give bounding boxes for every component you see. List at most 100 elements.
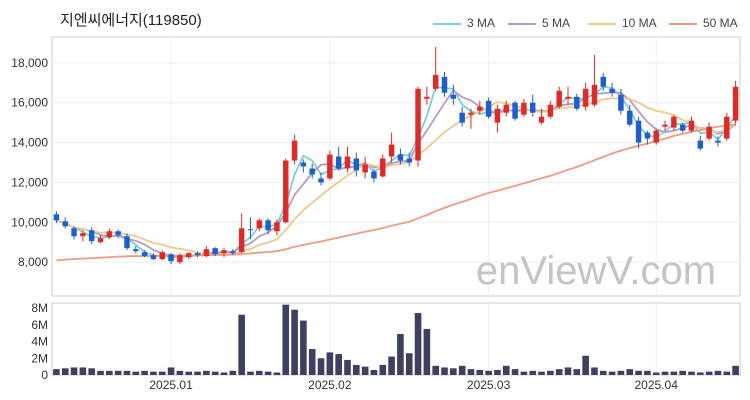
volume-bar (494, 369, 501, 375)
candle-body (556, 90, 562, 107)
candle-body (574, 96, 580, 109)
candle-body (71, 228, 77, 237)
candle-body (62, 221, 68, 227)
candle-body (415, 88, 421, 161)
volume-bar (405, 353, 413, 375)
candle-body (53, 214, 60, 221)
candle-body (450, 94, 457, 99)
candle-body (662, 124, 668, 127)
volume-bar (123, 370, 131, 375)
volume-bar (61, 368, 69, 375)
volume-bar (203, 370, 210, 375)
candle-body (291, 140, 298, 161)
volume-tick-label: 8M (31, 301, 48, 315)
volume-bar (458, 365, 466, 375)
volume-bar (450, 368, 457, 375)
volume-bar (644, 370, 651, 375)
candle-body (353, 158, 360, 171)
candle-body (203, 249, 210, 257)
volume-bar (167, 367, 175, 375)
legend-swatch (433, 22, 461, 25)
volume-bar (714, 370, 722, 375)
volume-bar (273, 372, 281, 375)
chart-title: 지엔씨에너지(119850) (60, 12, 202, 29)
legend-item: 10 MA (588, 16, 657, 30)
volume-bar (141, 370, 148, 375)
y-tick-label: 14,000 (11, 136, 48, 150)
candle-body (80, 233, 86, 237)
candle-body (591, 84, 598, 105)
volume-bar (282, 304, 290, 375)
legend-item: 5 MA (508, 16, 570, 30)
candle-body (653, 130, 659, 143)
ma10-line (56, 97, 737, 256)
candle-body (679, 124, 686, 131)
candle-body (115, 231, 121, 236)
candle-body (644, 132, 651, 139)
volume-bar (626, 369, 634, 375)
candle-body (477, 106, 483, 111)
volume-tick-label: 4M (31, 335, 48, 349)
volume-bar (520, 371, 528, 375)
volume-bar (353, 364, 360, 375)
volume-bar (397, 333, 404, 375)
volume-bar (70, 367, 78, 375)
candle-body (406, 158, 412, 163)
candle-body (609, 88, 615, 93)
volume-bar (255, 370, 263, 375)
volume-bar (317, 358, 325, 375)
candle-body (388, 144, 395, 157)
candle-body (247, 229, 254, 231)
candle-body (168, 254, 174, 262)
candle-body (521, 102, 527, 115)
volume-bar (185, 371, 193, 375)
volume-panel-frame (51, 302, 741, 376)
candle-body (459, 112, 465, 123)
legend-label: 10 MA (622, 16, 657, 30)
x-tick-label: 2025.04 (635, 378, 679, 392)
candle-body (565, 96, 571, 99)
volume-bar (88, 368, 95, 375)
candle-body (380, 158, 386, 177)
volume-tick-label: 0 (41, 368, 48, 382)
volume-bar (335, 354, 342, 375)
candle-body (300, 162, 307, 167)
volume-bar (467, 369, 475, 375)
volume-bar (106, 370, 113, 375)
legend-label: 3 MA (467, 16, 496, 30)
candle-body (371, 171, 377, 179)
volume-bar (150, 371, 157, 375)
volume-bar (476, 369, 484, 375)
candle-body (671, 116, 677, 128)
volume-tick-label: 2M (31, 351, 48, 365)
y-tick-label: 10,000 (11, 215, 48, 229)
legend-label: 5 MA (542, 16, 571, 30)
candle-body (529, 102, 536, 113)
candle-body (547, 104, 554, 117)
candle-body (706, 126, 712, 139)
volume-bar (617, 370, 625, 375)
candle-body (221, 250, 227, 254)
volume-bar (79, 367, 87, 375)
candle-body (600, 76, 607, 87)
candle-body (141, 252, 148, 257)
legend-swatch (669, 22, 697, 25)
candle-body (503, 104, 509, 113)
volume-bar (176, 370, 184, 375)
candle-body (538, 116, 545, 123)
volume-bar (723, 371, 731, 375)
candle-body (318, 178, 324, 183)
volume-bar (229, 370, 237, 375)
x-tick-label: 2025.03 (467, 378, 511, 392)
volume-bar (573, 369, 581, 375)
candle-body (724, 116, 730, 139)
candle-body (485, 100, 492, 117)
candle-body (238, 228, 245, 253)
volume-bar (220, 372, 228, 375)
volume-bar (697, 372, 704, 375)
candle-body (441, 76, 448, 93)
volume-tick-label: 6M (31, 318, 48, 332)
volume-bar (679, 370, 686, 375)
volume-bar (247, 371, 254, 375)
volume-bar (511, 369, 519, 375)
